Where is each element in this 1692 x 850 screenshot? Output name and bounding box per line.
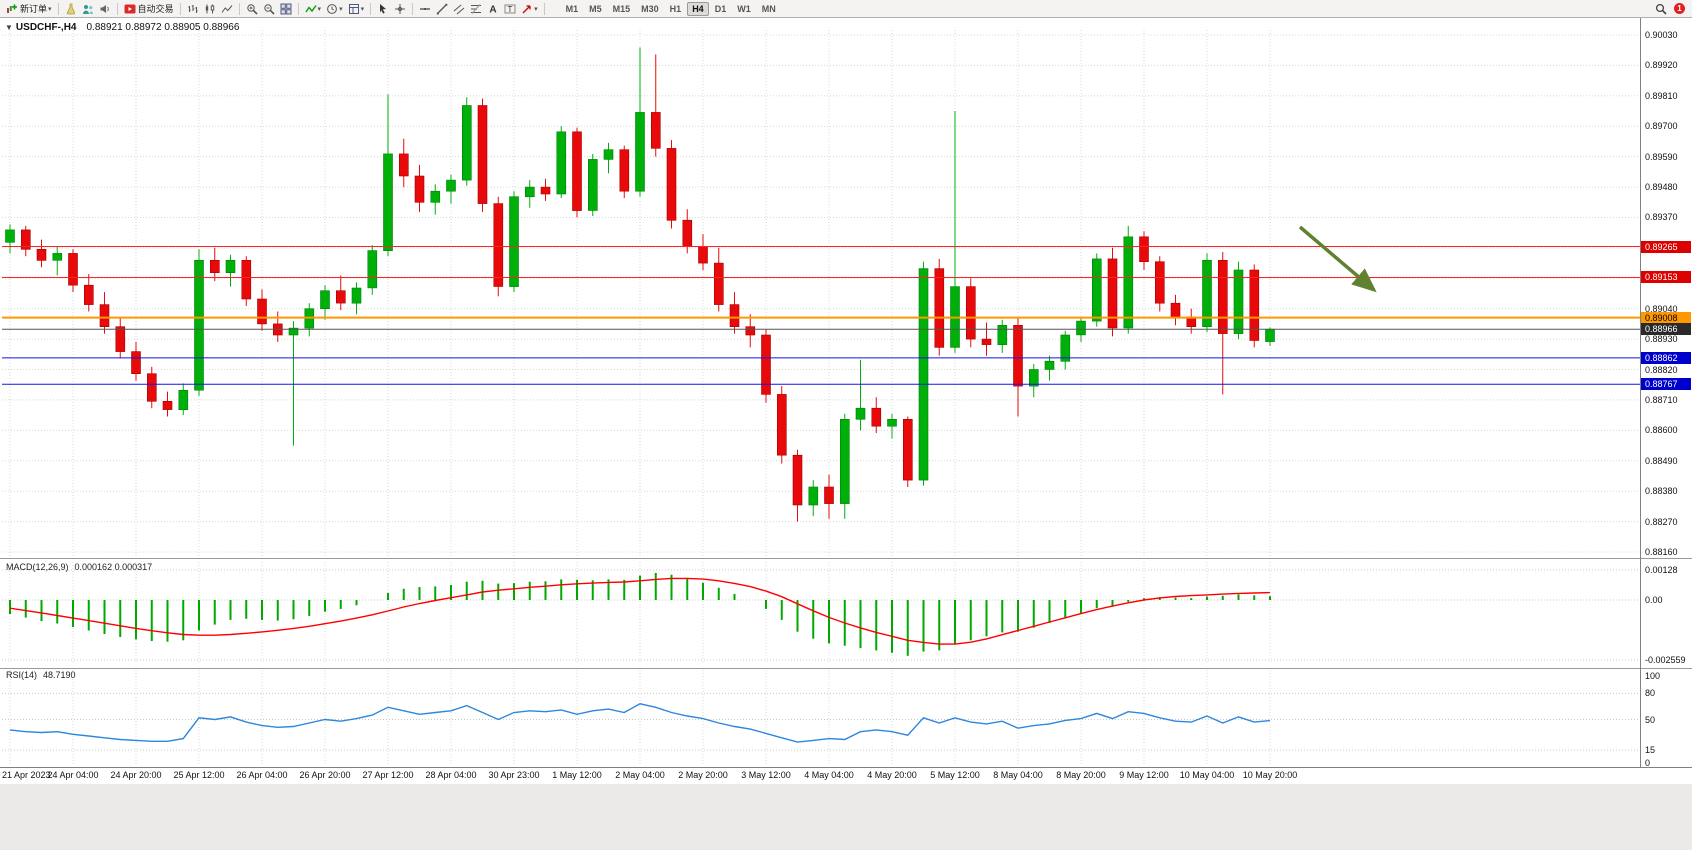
label-button[interactable]: T [502,1,518,16]
candlestick-button[interactable] [202,1,218,16]
chevron-down-icon: ▾ [360,5,365,13]
periods-button[interactable]: ▾ [324,1,345,16]
templates-button[interactable]: ▾ [346,1,367,16]
clock-icon [327,3,337,14]
chart-title: ▼ USDCHF-,H4 0.88921 0.88972 0.88905 0.889… [5,22,239,33]
notification-badge[interactable]: 1 [1674,3,1685,14]
timeframe-button-m15[interactable]: M15 [612,3,631,14]
bar-chart-icon [187,4,198,13]
toolbar-separator [297,2,299,15]
chart-ohlc-values: 0.88921 0.88972 0.88905 0.88966 [86,22,240,33]
bar-chart-button[interactable] [185,1,201,16]
timeframe-button-m5[interactable]: M5 [589,3,602,14]
community-button[interactable] [80,1,96,16]
flask-icon [66,3,75,14]
svg-text:A: A [489,4,496,15]
chevron-down-icon: ▾ [48,5,52,13]
line-chart-button[interactable] [219,1,235,16]
auto-trading-icon [124,4,136,13]
horizontal-line-icon [420,7,431,10]
timeframe-button-h1[interactable]: H1 [669,3,682,14]
toolbar-separator [543,2,545,15]
search-button[interactable] [1653,1,1669,16]
new-order-label: 新订单 [20,4,48,14]
toolbar-separator [238,2,240,15]
timeframe-button-mn[interactable]: MN [761,3,776,14]
crosshair-icon [395,3,406,14]
auto-trading-label: 自动交易 [137,4,174,14]
arrow-object-icon [522,4,531,13]
new-order-icon [7,4,17,13]
arrows-button[interactable]: ▾ [519,1,540,16]
horizontal-line-button[interactable] [417,1,433,16]
channel-button[interactable] [451,1,467,16]
trendline-icon [436,3,448,14]
rsi-name: RSI(14) [6,670,38,680]
toolbar-separator [57,2,59,15]
tile-windows-icon [280,3,292,14]
fibonacci-icon [471,3,482,14]
price-axis[interactable] [1641,18,1692,768]
toolbar-separator [116,2,118,15]
tile-windows-button[interactable] [278,1,294,16]
macd-indicator-label: MACD(12,26,9) 0.000162 0.000317 [6,562,152,572]
time-axis[interactable] [0,768,1692,784]
speaker-icon [100,4,109,13]
timeframe-button-w1[interactable]: W1 [737,3,751,14]
zoom-in-icon [246,3,258,15]
text-icon: A [489,4,496,15]
auto-trading-button[interactable]: 自动交易 [122,1,176,16]
toolbar-separator [412,2,414,15]
timeframe-button-m1[interactable]: M1 [565,3,579,14]
new-order-button[interactable]: 新订单 ▾ [4,1,54,16]
macd-values: 0.000162 0.000317 [74,562,153,572]
rsi-indicator-label: RSI(14) 48.7190 [6,670,76,680]
text-button[interactable]: A [485,1,501,16]
rsi-value: 48.7190 [43,670,76,680]
label-icon: T [504,4,516,13]
bottom-strip [0,784,1692,850]
toolbar-right-group: 1 [1653,1,1688,16]
zoom-out-button[interactable] [261,1,277,16]
chart-symbol-label: USDCHF-,H4 [15,22,77,33]
chevron-down-icon: ▾ [339,5,343,13]
toolbar-separator [179,2,181,15]
chart-menu-icon[interactable]: ▼ [5,23,13,32]
indicators-button[interactable]: ▾ [303,1,324,16]
chevron-down-icon: ▾ [534,5,538,13]
trendline-button[interactable] [434,1,450,16]
svg-text:T: T [508,4,513,13]
channel-icon [453,4,465,14]
indicators-icon [304,4,317,12]
line-chart-icon [221,4,232,13]
crosshair-button[interactable] [392,1,408,16]
template-icon [348,3,359,14]
zoom-out-icon [263,3,275,15]
timeframe-button-d1[interactable]: D1 [714,3,727,14]
candlestick-icon [205,4,214,13]
alerts-button[interactable] [97,1,113,16]
timeframe-button-h4[interactable]: H4 [687,1,709,16]
cursor-icon [380,3,387,14]
main-toolbar: 新订单 ▾ 自动交易 [0,0,1692,18]
chevron-down-icon: ▾ [317,5,322,13]
toolbar-separator [370,2,372,15]
flask-button[interactable] [63,1,79,16]
zoom-in-button[interactable] [244,1,260,16]
cursor-button[interactable] [375,1,391,16]
timeframe-button-m30[interactable]: M30 [641,3,659,14]
people-icon [82,4,93,14]
fibonacci-button[interactable] [468,1,484,16]
search-icon [1655,3,1667,15]
macd-name: MACD(12,26,9) [6,562,69,572]
timeframe-toolbar: M1 M5 M15 M30 H1 H4 D1 W1 MN [561,1,781,16]
